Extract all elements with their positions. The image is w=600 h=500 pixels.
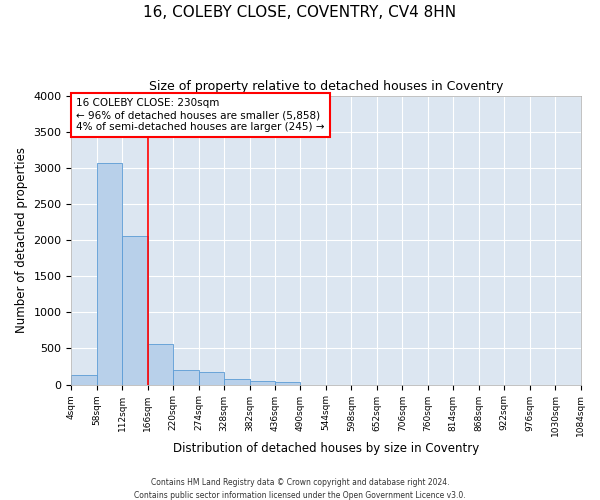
Bar — [224, 379, 250, 384]
Bar — [275, 382, 301, 384]
Y-axis label: Number of detached properties: Number of detached properties — [15, 147, 28, 333]
Text: Contains HM Land Registry data © Crown copyright and database right 2024.
Contai: Contains HM Land Registry data © Crown c… — [134, 478, 466, 500]
Text: 16 COLEBY CLOSE: 230sqm
← 96% of detached houses are smaller (5,858)
4% of semi-: 16 COLEBY CLOSE: 230sqm ← 96% of detache… — [76, 98, 325, 132]
Title: Size of property relative to detached houses in Coventry: Size of property relative to detached ho… — [149, 80, 503, 93]
Bar — [199, 372, 224, 384]
Bar — [148, 344, 173, 385]
Text: 16, COLEBY CLOSE, COVENTRY, CV4 8HN: 16, COLEBY CLOSE, COVENTRY, CV4 8HN — [143, 5, 457, 20]
X-axis label: Distribution of detached houses by size in Coventry: Distribution of detached houses by size … — [173, 442, 479, 455]
Bar — [250, 380, 275, 384]
Bar — [173, 370, 199, 384]
Bar — [97, 164, 122, 384]
Bar — [71, 375, 97, 384]
Bar — [122, 236, 148, 384]
